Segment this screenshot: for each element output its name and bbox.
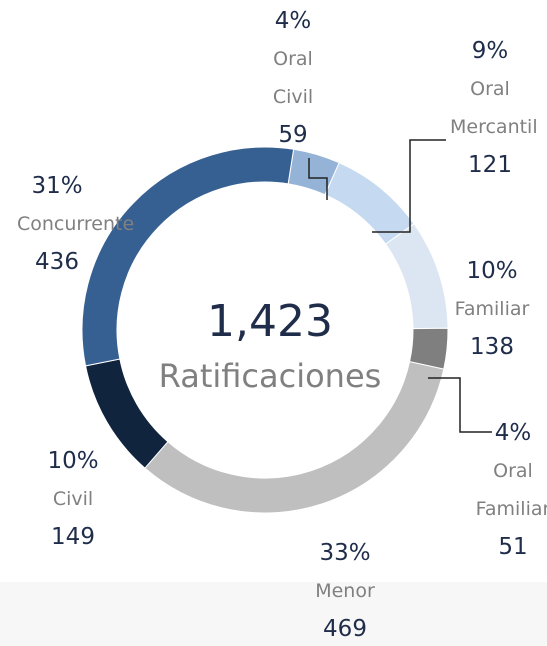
data-label: 4% Oral Familiar 51 (458, 414, 547, 566)
value-label: 59 (278, 122, 308, 148)
data-label: 10% Familiar 138 (437, 252, 547, 366)
value-label: 436 (35, 249, 79, 275)
category-label: Oral Civil (272, 48, 314, 108)
data-label: 33% Menor 469 (290, 534, 400, 646)
leader-line (428, 377, 492, 433)
leader-line (372, 139, 446, 233)
data-label: 9% Oral Mercantil 121 (435, 32, 545, 184)
category-label: Civil (52, 488, 94, 510)
value-label: 121 (468, 152, 512, 178)
value-label: 149 (51, 524, 95, 550)
data-label: 31% Concurrente 436 (2, 167, 135, 281)
percent-label: 4% (274, 8, 312, 34)
category-label: Concurrente (17, 213, 135, 235)
category-label: Oral Familiar (475, 460, 547, 520)
value-label: 469 (323, 616, 367, 642)
percent-label: 4% (494, 420, 532, 446)
category-label: Familiar (454, 298, 530, 320)
percent-label: 33% (319, 540, 371, 566)
percent-label: 31% (31, 173, 83, 199)
center-label: Ratificaciones (159, 357, 382, 395)
data-label: 10% Civil 149 (18, 442, 128, 556)
leader-line (308, 158, 328, 200)
value-label: 138 (470, 334, 514, 360)
footer-band (0, 582, 547, 646)
center-value: 1,423 (207, 296, 333, 347)
percent-label: 10% (466, 258, 518, 284)
category-label: Oral Mercantil (450, 78, 538, 138)
category-label: Menor (315, 580, 375, 602)
data-label: 4% Oral Civil 59 (238, 2, 348, 154)
donut-segment (81, 146, 295, 367)
percent-label: 10% (47, 448, 99, 474)
percent-label: 9% (471, 38, 509, 64)
value-label: 51 (498, 534, 528, 560)
